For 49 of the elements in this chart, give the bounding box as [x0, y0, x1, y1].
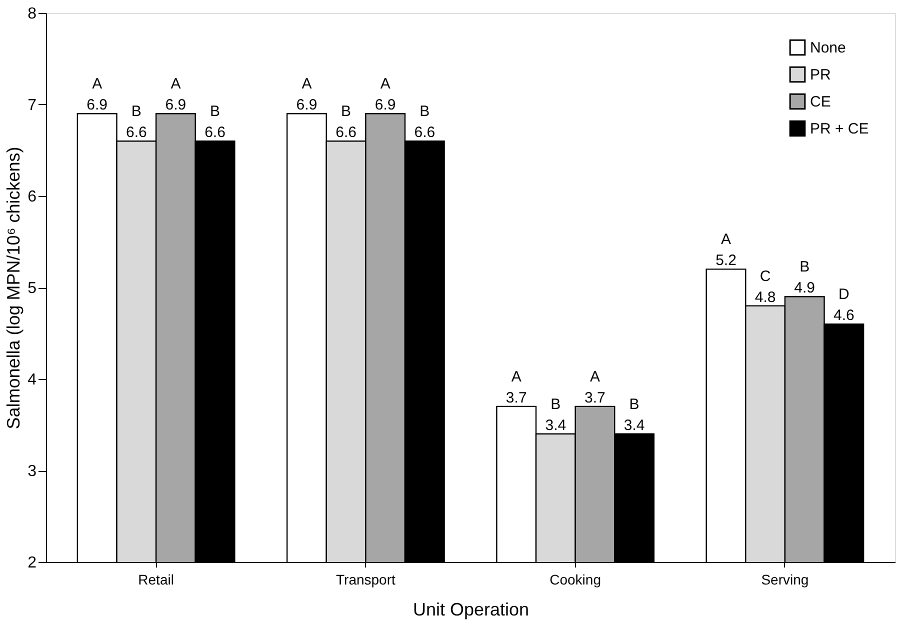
annotation: B [420, 103, 430, 120]
annotation: B [210, 103, 220, 120]
annotation: A [170, 76, 181, 93]
annotation: B [550, 396, 561, 413]
y-tick-label: 3 [28, 463, 37, 480]
y-tick-label: 6 [28, 188, 37, 206]
x-axis-title: Unit Operation [412, 600, 530, 620]
y-axis-title: Salmonella (log MPN/10⁶ chickens) [4, 146, 24, 430]
data-label: 6.9 [86, 96, 108, 114]
data-label: 4.6 [833, 307, 854, 324]
annotation: B [341, 103, 352, 120]
data-label: 6.6 [414, 124, 436, 142]
annotation: A [590, 368, 600, 386]
y-tick-label: 2 [28, 554, 37, 572]
x-tick-label: Retail [138, 572, 174, 588]
y-tick-label: 8 [28, 6, 37, 22]
data-label: 3.7 [506, 389, 527, 406]
data-label: 6.6 [204, 124, 226, 142]
y-tick-label: 5 [28, 280, 37, 297]
legend-label: PR [810, 66, 832, 84]
y-tick-label: 7 [28, 97, 37, 114]
y-tick-label: 4 [28, 372, 37, 388]
annotation: B [800, 258, 810, 276]
annotation: D [838, 286, 850, 304]
data-label: 6.6 [126, 124, 147, 142]
legend-label: CE [810, 94, 831, 110]
data-label: 6.9 [296, 96, 318, 114]
annotation: A [720, 231, 731, 248]
legend-label: None [810, 40, 846, 56]
annotation: B [629, 396, 640, 413]
x-tick-label: Cooking [550, 572, 601, 588]
data-label: 6.6 [336, 124, 356, 142]
annotation: C [760, 268, 771, 285]
annotation: A [92, 76, 102, 93]
data-label: 3.7 [584, 389, 606, 406]
annotation: A [302, 76, 312, 93]
annotation: A [380, 76, 390, 93]
data-label: 6.9 [165, 96, 186, 114]
data-label: 6.9 [374, 96, 396, 114]
data-label: 3.4 [624, 416, 645, 434]
annotation: A [511, 368, 522, 386]
data-label: 4.9 [794, 280, 816, 297]
x-tick-label: Transport [336, 572, 396, 588]
x-tick-label: Serving [761, 572, 809, 588]
data-label: 5.2 [716, 252, 736, 270]
legend-label: PR + CE [810, 120, 869, 138]
data-label: 3.4 [545, 416, 566, 434]
annotation: B [131, 103, 142, 120]
data-label: 4.8 [754, 288, 776, 306]
